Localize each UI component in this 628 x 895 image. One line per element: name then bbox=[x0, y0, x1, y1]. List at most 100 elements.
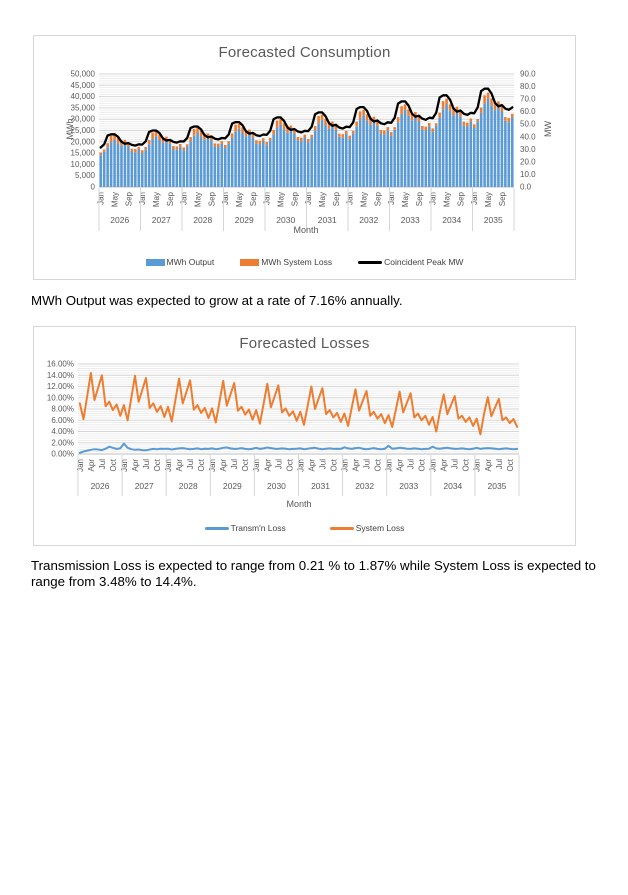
losses-chart-title: Forecasted Losses bbox=[239, 335, 370, 352]
svg-text:May: May bbox=[277, 192, 286, 207]
svg-text:16.00%: 16.00% bbox=[47, 360, 74, 369]
svg-text:10.00%: 10.00% bbox=[47, 393, 74, 402]
svg-text:0.0: 0.0 bbox=[520, 183, 532, 192]
svg-text:Sep: Sep bbox=[207, 191, 216, 206]
svg-text:May: May bbox=[360, 192, 369, 207]
svg-text:2034: 2034 bbox=[442, 215, 461, 225]
svg-text:Apr: Apr bbox=[484, 459, 493, 472]
svg-text:4.00%: 4.00% bbox=[51, 427, 74, 436]
svg-text:2031: 2031 bbox=[318, 215, 337, 225]
svg-text:Sep: Sep bbox=[124, 191, 133, 206]
svg-text:50,000: 50,000 bbox=[71, 70, 96, 79]
losses-plot: 16.00% 14.00% 12.00% 10.00% 8.00% 6.00% 4.00% 2… bbox=[47, 360, 520, 496]
svg-text:Jan: Jan bbox=[387, 192, 396, 205]
svg-text:20,000: 20,000 bbox=[71, 137, 96, 146]
legend-item-system-loss: System Loss bbox=[329, 523, 405, 533]
svg-text:Sep: Sep bbox=[373, 191, 382, 206]
legend-item-mwh-output: MWh Output bbox=[145, 257, 215, 267]
consumption-plot: 50,000 45,000 40,000 35,000 30,000 25,000 20,0… bbox=[71, 70, 536, 231]
axis-title-month-2: Month bbox=[286, 499, 312, 509]
coincident-peak-swatch-icon bbox=[358, 260, 383, 264]
svg-text:May: May bbox=[111, 192, 120, 207]
svg-text:2029: 2029 bbox=[235, 215, 254, 225]
svg-text:60.0: 60.0 bbox=[520, 107, 536, 116]
axis-title-month-1: Month bbox=[293, 225, 319, 235]
svg-text:2029: 2029 bbox=[223, 481, 242, 491]
system-loss-swatch-icon bbox=[329, 526, 354, 530]
svg-text:Sep: Sep bbox=[249, 191, 258, 206]
svg-text:May: May bbox=[152, 192, 161, 207]
svg-text:2028: 2028 bbox=[193, 215, 212, 225]
svg-text:Sep: Sep bbox=[332, 191, 341, 206]
svg-text:2030: 2030 bbox=[276, 215, 295, 225]
svg-text:Jul: Jul bbox=[230, 459, 239, 469]
svg-text:Oct: Oct bbox=[109, 458, 118, 471]
svg-text:10.0: 10.0 bbox=[520, 170, 536, 179]
svg-text:80.0: 80.0 bbox=[520, 82, 536, 91]
svg-text:Jan: Jan bbox=[470, 192, 479, 205]
legend-item-transmn-loss: Transm'n Loss bbox=[204, 523, 286, 533]
svg-text:Apr: Apr bbox=[396, 459, 405, 472]
svg-text:5,000: 5,000 bbox=[75, 171, 96, 180]
svg-text:Oct: Oct bbox=[329, 458, 338, 471]
legend-item-coincident-peak: Coincident Peak MW bbox=[358, 257, 463, 267]
svg-text:Jan: Jan bbox=[164, 459, 173, 472]
svg-text:Apr: Apr bbox=[175, 459, 184, 472]
svg-text:Apr: Apr bbox=[263, 459, 272, 472]
svg-text:Sep: Sep bbox=[166, 191, 175, 206]
svg-text:Oct: Oct bbox=[462, 458, 471, 471]
svg-text:Jul: Jul bbox=[495, 459, 504, 469]
svg-text:0: 0 bbox=[91, 183, 96, 192]
svg-text:Jan: Jan bbox=[97, 192, 106, 205]
svg-text:Jul: Jul bbox=[407, 459, 416, 469]
svg-text:Oct: Oct bbox=[418, 458, 427, 471]
svg-text:May: May bbox=[318, 192, 327, 207]
growth-note-text: MWh Output was expected to grow at a rat… bbox=[31, 293, 403, 308]
svg-text:Jan: Jan bbox=[429, 192, 438, 205]
legend-label-mwh-output: MWh Output bbox=[166, 257, 215, 267]
losses-chart-container: Forecasted Losses 16.00% 14.00% 12.00% 10.0… bbox=[33, 326, 576, 546]
svg-text:8.00%: 8.00% bbox=[51, 405, 74, 414]
svg-text:Oct: Oct bbox=[241, 458, 250, 471]
svg-text:Jul: Jul bbox=[451, 459, 460, 469]
svg-text:2027: 2027 bbox=[152, 215, 171, 225]
svg-text:May: May bbox=[484, 192, 493, 207]
svg-text:0.00%: 0.00% bbox=[51, 450, 74, 459]
legend-item-mwh-system-loss: MWh System Loss bbox=[240, 257, 332, 267]
transmn-loss-swatch-icon bbox=[204, 526, 229, 530]
svg-text:Sep: Sep bbox=[415, 191, 424, 206]
svg-text:Oct: Oct bbox=[197, 458, 206, 471]
svg-text:70.0: 70.0 bbox=[520, 95, 536, 104]
svg-text:45,000: 45,000 bbox=[71, 81, 96, 90]
svg-text:Apr: Apr bbox=[87, 459, 96, 472]
svg-text:Jan: Jan bbox=[120, 459, 129, 472]
svg-text:Jan: Jan bbox=[208, 459, 217, 472]
svg-text:Jul: Jul bbox=[142, 459, 151, 469]
svg-text:30.0: 30.0 bbox=[520, 145, 536, 154]
legend-label-system-loss: System Loss bbox=[355, 523, 405, 533]
mwh-system-loss-swatch-icon bbox=[240, 258, 260, 266]
svg-text:2035: 2035 bbox=[484, 215, 503, 225]
svg-text:Jan: Jan bbox=[304, 192, 313, 205]
svg-text:Oct: Oct bbox=[153, 458, 162, 471]
svg-text:Apr: Apr bbox=[131, 459, 140, 472]
svg-text:Jan: Jan bbox=[385, 459, 394, 472]
svg-text:Jul: Jul bbox=[318, 459, 327, 469]
svg-text:2033: 2033 bbox=[401, 215, 420, 225]
svg-text:Jan: Jan bbox=[263, 192, 272, 205]
svg-text:2028: 2028 bbox=[179, 481, 198, 491]
svg-text:Jan: Jan bbox=[429, 459, 438, 472]
svg-text:Jan: Jan bbox=[138, 192, 147, 205]
svg-text:2035: 2035 bbox=[487, 481, 506, 491]
axis-title-mw: MW bbox=[543, 121, 553, 137]
svg-text:Oct: Oct bbox=[285, 458, 294, 471]
svg-text:40,000: 40,000 bbox=[71, 92, 96, 101]
svg-text:Jul: Jul bbox=[274, 459, 283, 469]
legend-label-mwh-system-loss: MWh System Loss bbox=[261, 257, 333, 267]
svg-text:10,000: 10,000 bbox=[71, 160, 96, 169]
svg-text:20.0: 20.0 bbox=[520, 157, 536, 166]
svg-text:2032: 2032 bbox=[359, 215, 378, 225]
svg-text:2026: 2026 bbox=[91, 481, 110, 491]
svg-text:Jul: Jul bbox=[362, 459, 371, 469]
svg-text:90.0: 90.0 bbox=[520, 70, 536, 79]
